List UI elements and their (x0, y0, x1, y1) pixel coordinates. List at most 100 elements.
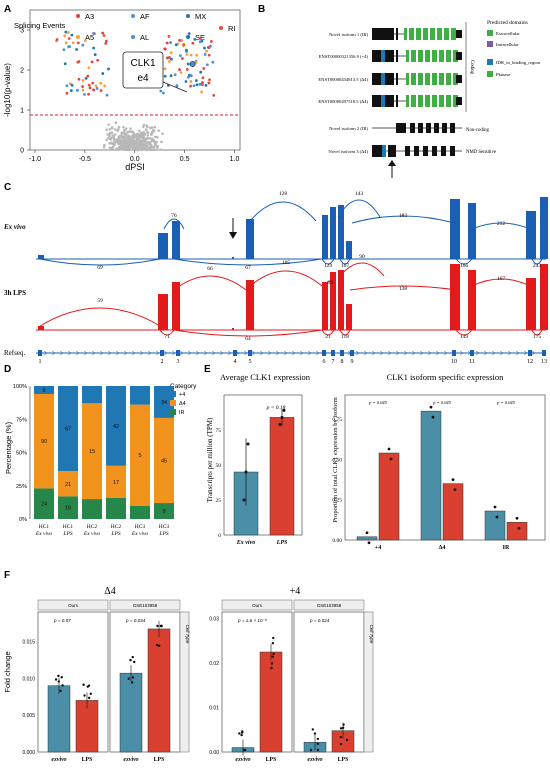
bar-id: HC3 (135, 524, 146, 530)
sig-point (184, 80, 188, 83)
sig-point (76, 41, 80, 45)
stacked-seg-label: 16 (65, 506, 71, 512)
exon-block (396, 95, 398, 107)
sig-point (63, 34, 67, 38)
sig-point (92, 46, 96, 50)
junction-arc (321, 258, 335, 265)
fold-point (133, 660, 136, 664)
nonsig-point (139, 143, 143, 147)
sig-point (81, 85, 84, 88)
junction-arc (531, 329, 543, 336)
sig-point (178, 39, 182, 42)
e2-bar (442, 483, 464, 541)
domain-exon-boundary (449, 28, 451, 40)
coverage-block (346, 241, 352, 259)
sig-point (198, 82, 202, 86)
e2-point (431, 415, 435, 419)
bar-id: HC2 (87, 524, 98, 530)
refseq-strand-mark (515, 350, 520, 356)
fold-point (59, 689, 62, 693)
junction-arc-count: 71 (164, 334, 170, 340)
bar-condition: Ex vivo (35, 531, 53, 537)
nonsig-point (125, 143, 129, 146)
coverage-block (540, 264, 548, 330)
exon-block (426, 123, 431, 133)
nonsig-point (146, 125, 149, 129)
plus4-title: +4 (290, 586, 301, 597)
junction-arc (339, 329, 351, 336)
refseq-strand-mark (91, 350, 96, 356)
junction-arc-count: 118 (341, 334, 349, 340)
idr-domain (382, 145, 386, 157)
junction-arc-count: 167 (341, 263, 350, 269)
stacked-legend-swatch (170, 391, 176, 397)
stacked-ytick-label: 0% (19, 517, 27, 523)
fold-point (341, 726, 345, 730)
refseq-strand-mark (155, 350, 160, 356)
junction-arc-count: 149 (460, 334, 469, 340)
bar-condition: LPS (62, 531, 72, 537)
sig-point (77, 60, 81, 63)
nonsig-point (142, 132, 146, 135)
stacked-ytick-label: 75% (16, 417, 27, 423)
sig-point (96, 58, 100, 62)
nonsig-point (152, 146, 156, 149)
junction-arc-count: 167 (497, 276, 506, 282)
refseq-exon (322, 350, 326, 356)
coverage-block (38, 255, 44, 259)
nonsig-point (139, 133, 142, 136)
isoform-name: Novel isoform 2 (IR) (329, 126, 368, 131)
nonsig-point (140, 135, 143, 139)
nonsig-point (126, 134, 130, 137)
nonsig-point (144, 139, 147, 143)
sig-point (87, 92, 90, 96)
refseq-strand-mark (75, 350, 80, 356)
legend-marker-ri (219, 26, 223, 30)
panel-label-d: D (4, 364, 11, 375)
bar-id: HC2 (111, 524, 122, 530)
bar-condition: Ex vivo (83, 531, 101, 537)
nonsig-point (117, 125, 121, 129)
domain-exon-boundary (430, 95, 432, 107)
domain-legend-swatch (487, 59, 493, 65)
nonsig-point (120, 131, 124, 134)
sig-point (104, 41, 108, 45)
e2-pvalue: p = 0.045 (368, 400, 387, 405)
fold-point (272, 636, 275, 640)
e1-pvalue: p = 0.18 (266, 405, 286, 411)
callout-line1: CLK1 (130, 58, 155, 69)
junction-arc (471, 278, 531, 287)
legend-label: RI (228, 24, 236, 33)
volcano-xlabel: dPSI (125, 162, 145, 172)
nonsig-point (112, 135, 115, 139)
domain-exon-boundary (451, 50, 453, 62)
sig-point (202, 67, 206, 70)
refseq-strand-mark (459, 350, 464, 356)
sig-point (65, 84, 69, 88)
sig-point (189, 84, 193, 88)
sig-point (194, 79, 198, 82)
sig-point (99, 89, 103, 92)
nonsig-point (142, 125, 145, 129)
bar-id: HC1 (63, 524, 74, 530)
sig-point (199, 70, 203, 74)
sig-point (195, 53, 199, 57)
exon-number: 4 (234, 359, 237, 365)
fold-point (131, 655, 134, 659)
e1-ytick-label: 25 (216, 498, 222, 504)
nmd-label: NMD Sensitive (466, 150, 496, 155)
isoform-name: Novel isoform 1 (IR) (329, 32, 368, 37)
refseq-exon (248, 350, 252, 356)
panel-label-e: E (204, 364, 211, 375)
nonsig-point (124, 145, 127, 148)
panel-label-f: F (4, 570, 10, 581)
junction-arc (339, 262, 385, 277)
exon-block (405, 146, 410, 156)
coverage-block (158, 294, 168, 330)
e1-point (242, 498, 246, 502)
sig-point (203, 53, 207, 56)
exon-block (432, 146, 437, 156)
idr-domain (381, 50, 385, 62)
nonsig-point (159, 148, 162, 151)
nonsig-point (113, 142, 117, 146)
